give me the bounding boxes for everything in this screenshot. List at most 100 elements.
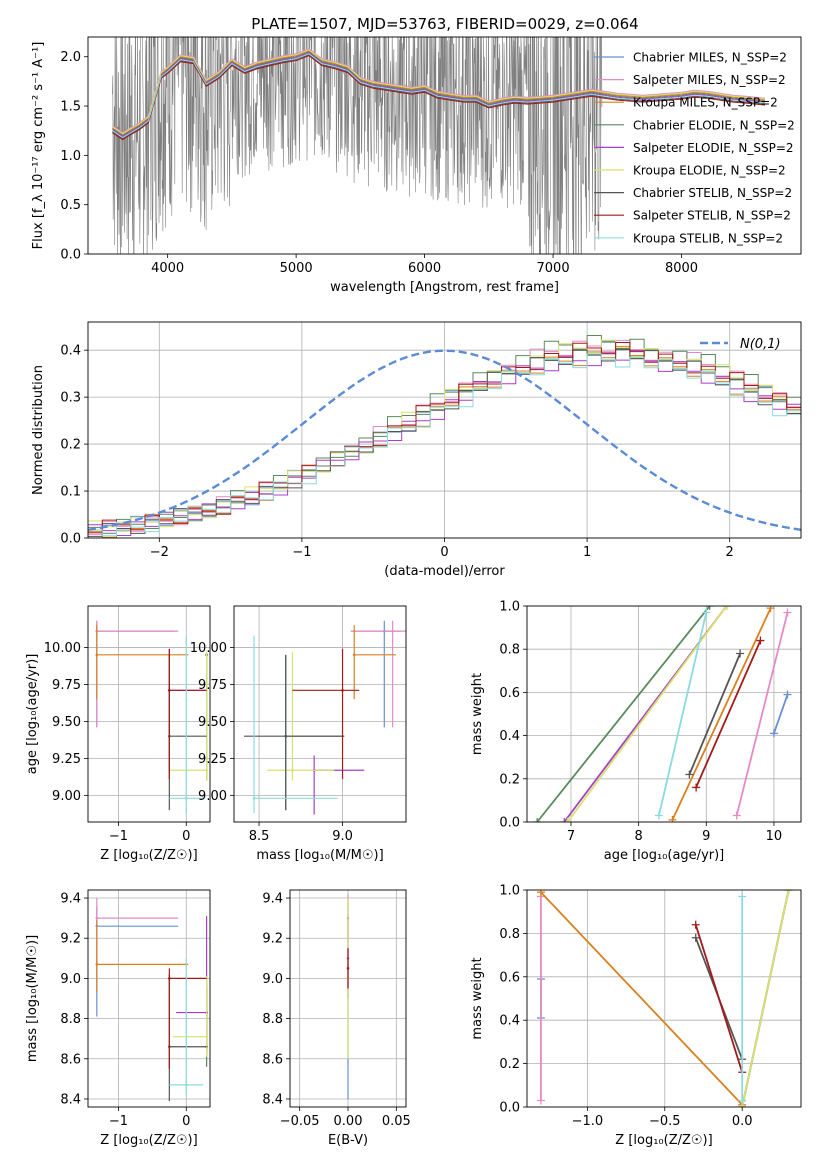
weight-segment: [536, 606, 711, 822]
plus-marker: [783, 608, 792, 617]
axes-frame: [526, 605, 802, 823]
plot-area: [527, 890, 801, 1107]
data-point: [95, 916, 99, 920]
y-tick-label: 0.2: [60, 438, 81, 453]
y-tick-label: 9.4: [262, 892, 283, 907]
axes-frame: [87, 889, 211, 1108]
axes-frame: [87, 321, 802, 539]
plot-area: [527, 606, 801, 822]
errorbar-point-0: [95, 620, 175, 728]
x-axis-label: wavelength [Angstrom, rest frame]: [330, 280, 559, 295]
x-tick-label: −1: [109, 1114, 128, 1129]
y-tick-label: 1.0: [60, 149, 81, 164]
chart-mass_weight_vs_age: 7 8 9 10 0.0 0.2 0.4 0.6 0.8 1.0 age [log₁₀(age/yr…: [470, 600, 802, 863]
x-tick-label: 7000: [537, 261, 570, 276]
figure-title: PLATE=1507, MJD=53763, FIBERID=0029, z=0…: [251, 15, 638, 33]
y-tick-label: 0.4: [499, 1014, 520, 1029]
plus-marker: [536, 1096, 545, 1105]
x-tick-label: 7: [567, 829, 575, 844]
errorbar-point-1: [350, 620, 406, 728]
weight-segment: [540, 891, 743, 1106]
x-axis-label: Z [log₁₀(Z/Z☉)]: [100, 848, 197, 863]
plot-area: [88, 322, 801, 538]
errorbar-point-5: [172, 976, 208, 1057]
y-tick-label: 0.4: [60, 344, 81, 359]
weight-line-5: [738, 890, 793, 1107]
x-tick-label: 1: [583, 545, 591, 560]
data-point: [205, 1035, 208, 1038]
weight-line-1: [536, 892, 545, 1105]
y-tick-label: 8.4: [262, 1092, 283, 1107]
y-tick-label: 0.6: [499, 970, 520, 985]
plus-marker: [756, 636, 765, 645]
y-tick-label: 9.4: [60, 892, 81, 907]
x-tick-label: 8000: [665, 261, 698, 276]
plus-marker: [783, 690, 792, 699]
plus-marker: [563, 818, 572, 822]
weight-line-7: [692, 636, 765, 792]
plus-marker: [736, 649, 745, 658]
data-point: [168, 977, 171, 980]
weight-line-5: [563, 606, 731, 822]
legend-label: N(0,1): [740, 337, 781, 352]
errorbar-point-2: [352, 625, 396, 700]
x-tick-label: 9.0: [332, 829, 353, 844]
x-tick-label: −1: [292, 545, 311, 560]
histogram-7: [88, 342, 801, 534]
x-tick-label: −2: [150, 545, 169, 560]
data-point: [95, 653, 99, 657]
plus-marker: [705, 606, 714, 610]
errorbar-point-4: [312, 755, 365, 815]
weight-line-6: [685, 649, 745, 779]
y-tick-label: 10.00: [190, 641, 227, 656]
plus-marker: [536, 890, 545, 897]
plus-marker: [691, 933, 700, 942]
legend-label-0: Chabrier MILES, N_SSP=2: [633, 51, 787, 65]
normal-reference-curve: [88, 349, 801, 531]
legend-label-3: Chabrier ELODIE, N_SSP=2: [633, 118, 795, 132]
data-point: [184, 797, 188, 800]
plus-marker: [691, 920, 700, 929]
errorbar-point-0: [95, 906, 179, 1017]
y-tick-label: 1.5: [60, 100, 81, 115]
x-tick-label: 8.5: [249, 829, 270, 844]
errorbar-point-8: [169, 635, 204, 814]
plus-marker: [766, 606, 775, 613]
y-tick-label: 0.6: [499, 686, 520, 701]
plus-marker: [654, 811, 663, 820]
y-tick-label: 9.00: [52, 789, 81, 804]
weight-segment: [658, 612, 708, 816]
chart-residuals: −2 −1 0 1 2 0.0 0.1 0.2 0.3 0.4 (data-model)/error…: [31, 321, 802, 579]
weight-line-2: [668, 606, 775, 822]
legend-label-7: Salpeter STELIB, N_SSP=2: [633, 209, 791, 223]
legend-label-8: Kroupa STELIB, N_SSP=2: [633, 231, 783, 245]
plot-area: [88, 890, 210, 1107]
y-axis-label: Flux [f_λ 10⁻¹⁷ erg cm⁻² s⁻¹ A⁻¹]: [31, 42, 46, 250]
x-tick-label: 4000: [151, 261, 184, 276]
weight-segment: [566, 606, 728, 822]
errorbar-point-2: [95, 920, 189, 993]
weight-segment: [694, 924, 744, 1073]
errorbar-point-6: [168, 974, 207, 1101]
y-tick-label: 0.4: [499, 729, 520, 744]
weight-line-1: [732, 608, 792, 820]
y-tick-label: 8.6: [60, 1052, 81, 1067]
weight-line-3: [533, 606, 714, 822]
weight-segment: [688, 653, 741, 775]
errorbar-point-7: [292, 648, 360, 780]
x-tick-label: 0.05: [382, 1114, 411, 1129]
data-point: [391, 629, 394, 633]
y-tick-label: 9.0: [262, 972, 283, 987]
model-line-8: [112, 53, 766, 139]
data-point: [341, 689, 344, 692]
data-point: [95, 963, 99, 966]
axes-frame: [87, 36, 802, 255]
errorbar-point-5: [169, 651, 208, 781]
y-tick-label: 8.4: [60, 1092, 81, 1107]
y-axis-label: mass weight: [470, 673, 485, 755]
legend-label-6: Chabrier STELIB, N_SSP=2: [633, 186, 792, 200]
x-tick-label: 9: [702, 829, 710, 844]
y-tick-label: 0.2: [499, 1057, 520, 1072]
plot-area: [88, 606, 210, 822]
plot-area: [234, 606, 406, 822]
